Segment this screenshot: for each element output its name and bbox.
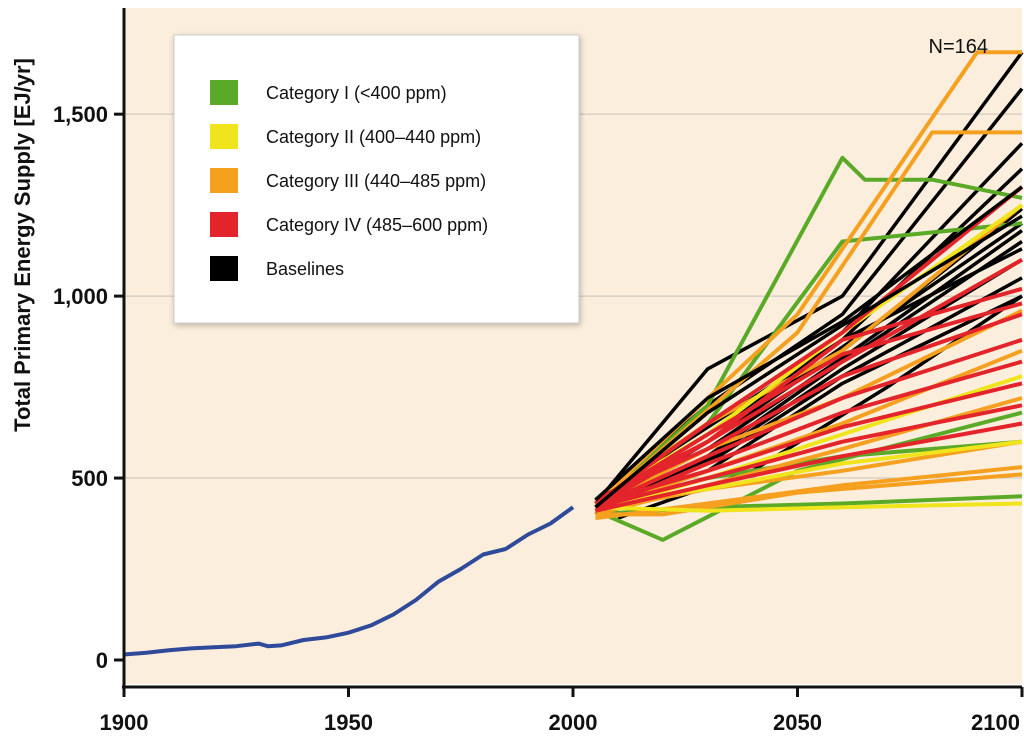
legend-label: Category II (400–440 ppm) bbox=[266, 127, 481, 147]
legend-label: Category I (<400 ppm) bbox=[266, 83, 447, 103]
y-tick-label: 1,500 bbox=[53, 102, 108, 127]
legend: Category I (<400 ppm) Category II (400–44… bbox=[173, 34, 580, 324]
x-tick-label: 2000 bbox=[549, 710, 598, 735]
series-line bbox=[594, 155, 1023, 509]
x-tick-label: 2050 bbox=[773, 710, 822, 735]
series-line bbox=[594, 381, 1023, 506]
legend-label: Category IV (485–600 ppm) bbox=[266, 215, 488, 235]
historical-series-line bbox=[123, 505, 575, 657]
legend-swatch bbox=[210, 212, 238, 237]
legend-swatch bbox=[210, 124, 238, 149]
series-line bbox=[594, 301, 1023, 506]
legend-swatch bbox=[210, 168, 238, 193]
y-axis-ticks: 0 500 1,000 1,500 bbox=[53, 102, 124, 673]
y-tick-label: 500 bbox=[71, 466, 108, 491]
legend-swatch bbox=[210, 80, 238, 105]
x-tick-label: 1900 bbox=[100, 710, 149, 735]
legend-label: Baselines bbox=[266, 259, 344, 279]
series-line bbox=[594, 308, 1023, 509]
series-line bbox=[594, 214, 1023, 509]
series-line bbox=[594, 185, 1024, 506]
y-axis-label: Total Primary Energy Supply [EJ/yr] bbox=[10, 58, 35, 432]
series-line bbox=[595, 501, 1023, 513]
series-line bbox=[594, 185, 1024, 502]
y-tick-label: 0 bbox=[96, 648, 108, 673]
series-line bbox=[594, 403, 1023, 510]
y-tick-label: 1,000 bbox=[53, 284, 108, 309]
series-line bbox=[594, 337, 1023, 510]
historical-line bbox=[123, 505, 575, 657]
series-line bbox=[594, 312, 1023, 502]
x-tick-label: 2100 bbox=[971, 710, 1020, 735]
scenario-lines bbox=[594, 50, 1024, 542]
legend-box bbox=[173, 34, 580, 324]
n-annotation: N=164 bbox=[929, 36, 989, 58]
legend-swatch bbox=[210, 256, 238, 281]
x-axis-ticks: 1900 1950 2000 2050 2100 bbox=[100, 687, 1024, 735]
series-line bbox=[595, 421, 1023, 513]
series-line bbox=[595, 472, 1023, 517]
legend-label: Category III (440–485 ppm) bbox=[266, 171, 486, 191]
x-tick-label: 1950 bbox=[324, 710, 373, 735]
